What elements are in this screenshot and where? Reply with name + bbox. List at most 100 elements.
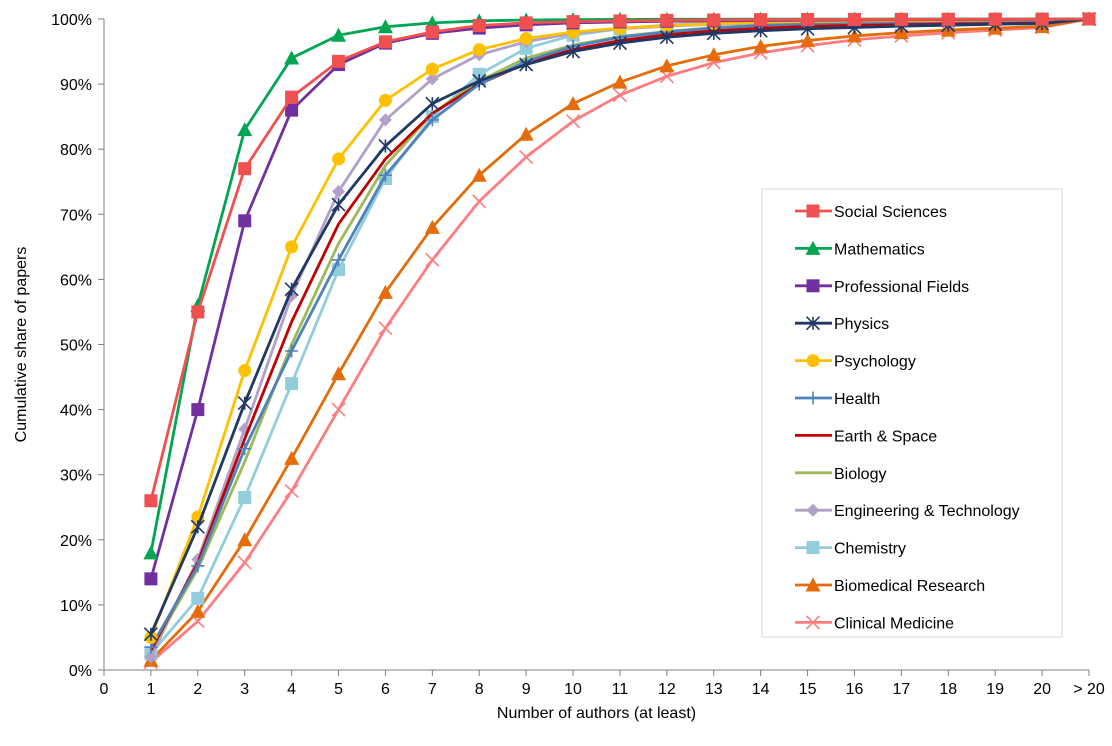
data-point [377, 19, 393, 34]
series-social-sciences [144, 12, 1096, 508]
data-point [565, 114, 581, 129]
data-point [285, 240, 299, 254]
legend-item: Psychology [795, 354, 916, 371]
y-tick-label: 50% [60, 338, 92, 355]
data-point [800, 32, 816, 47]
x-tick-label: 7 [428, 681, 437, 698]
data-point [472, 73, 487, 88]
y-tick-label: 90% [60, 77, 92, 94]
data-point [706, 47, 722, 62]
data-point [191, 305, 205, 319]
data-point [332, 253, 346, 267]
legend-marker [805, 316, 821, 331]
data-point [285, 103, 299, 117]
data-point [284, 483, 299, 499]
legend-label: Clinical Medicine [834, 615, 954, 632]
data-point [190, 519, 205, 534]
data-point [378, 113, 392, 127]
y-axis-ticks: 0% 10% 20% 30% 40% 50% 60% 70% 80% 90% 100% [51, 12, 104, 680]
legend-label: Engineering & Technology [834, 503, 1020, 520]
x-axis-ticks: 0 1 2 3 4 5 6 7 8 9 10 11 12 13 14 15 16 17 18 19 20 > 20 [100, 670, 1105, 698]
data-point [659, 58, 675, 73]
x-tick-label: 16 [846, 681, 864, 698]
data-point [143, 545, 159, 560]
data-point [238, 214, 252, 228]
x-tick-label: 10 [564, 681, 582, 698]
data-point [143, 627, 158, 642]
data-point [238, 364, 252, 378]
legend-label: Biomedical Research [834, 578, 985, 595]
data-point [425, 25, 439, 39]
legend-item: Social Sciences [795, 204, 947, 221]
legend-label: Earth & Space [834, 428, 937, 445]
data-point [707, 13, 721, 27]
data-point [424, 219, 440, 234]
legend-item: Mathematics [795, 240, 925, 258]
plot-area [143, 11, 1097, 670]
y-tick-label: 10% [60, 598, 92, 615]
legend-box [761, 188, 1063, 638]
x-tick-label: 20 [1033, 681, 1051, 698]
data-point [378, 168, 392, 182]
y-tick-label: 30% [60, 468, 92, 485]
data-point [238, 442, 252, 456]
legend-marker [805, 240, 821, 255]
legend-marker [806, 391, 820, 405]
data-point [144, 494, 158, 508]
x-tick-label: 6 [381, 681, 390, 698]
legend-marker [806, 204, 820, 218]
x-tick-label: 12 [658, 681, 676, 698]
data-point [425, 96, 440, 111]
data-point [472, 43, 486, 57]
data-point [378, 138, 393, 154]
y-tick-label: 40% [60, 403, 92, 420]
x-tick-label: 2 [193, 681, 202, 698]
legend-label: Chemistry [834, 541, 906, 558]
x-tick-label: 1 [146, 681, 155, 698]
legend-marker [805, 577, 821, 592]
data-point [472, 194, 487, 209]
y-tick-label: 80% [60, 142, 92, 159]
data-point [332, 185, 346, 199]
x-tick-label: 18 [939, 681, 957, 698]
data-point [519, 16, 533, 30]
data-point [191, 591, 205, 605]
x-tick-label: 3 [240, 681, 249, 698]
data-point [285, 377, 299, 391]
data-point [753, 38, 769, 53]
data-point [331, 27, 347, 42]
data-point [565, 44, 581, 59]
data-point [519, 57, 534, 72]
legend-item: Biology [795, 466, 886, 483]
data-point [191, 403, 205, 417]
data-point [237, 555, 252, 570]
x-tick-label: 14 [752, 681, 770, 698]
data-point [425, 72, 439, 86]
data-point [706, 26, 721, 41]
legend-marker [806, 541, 820, 555]
legend: Social Sciences Mathematics Professional F… [761, 188, 1063, 638]
x-tick-label: 19 [986, 681, 1004, 698]
data-point [612, 36, 628, 51]
y-tick-label: 60% [60, 272, 92, 289]
x-tick-label: 13 [705, 681, 723, 698]
data-point [285, 344, 299, 358]
data-point [378, 93, 392, 107]
x-tick-label: 17 [892, 681, 910, 698]
data-point [519, 149, 534, 165]
x-axis-title: Number of authors (at least) [497, 705, 696, 722]
legend-label: Physics [834, 316, 889, 333]
data-point [237, 532, 253, 547]
data-point [518, 126, 534, 141]
legend-item: Health [795, 391, 880, 408]
data-point [285, 90, 299, 104]
legend-item: Engineering & Technology [795, 503, 1020, 520]
legend-label: Biology [834, 466, 886, 483]
data-point [144, 650, 158, 664]
data-point [846, 28, 862, 43]
legend-label: Professional Fields [834, 279, 969, 296]
data-point [425, 252, 440, 267]
x-tick-label: 9 [522, 681, 531, 698]
data-point [144, 572, 158, 586]
